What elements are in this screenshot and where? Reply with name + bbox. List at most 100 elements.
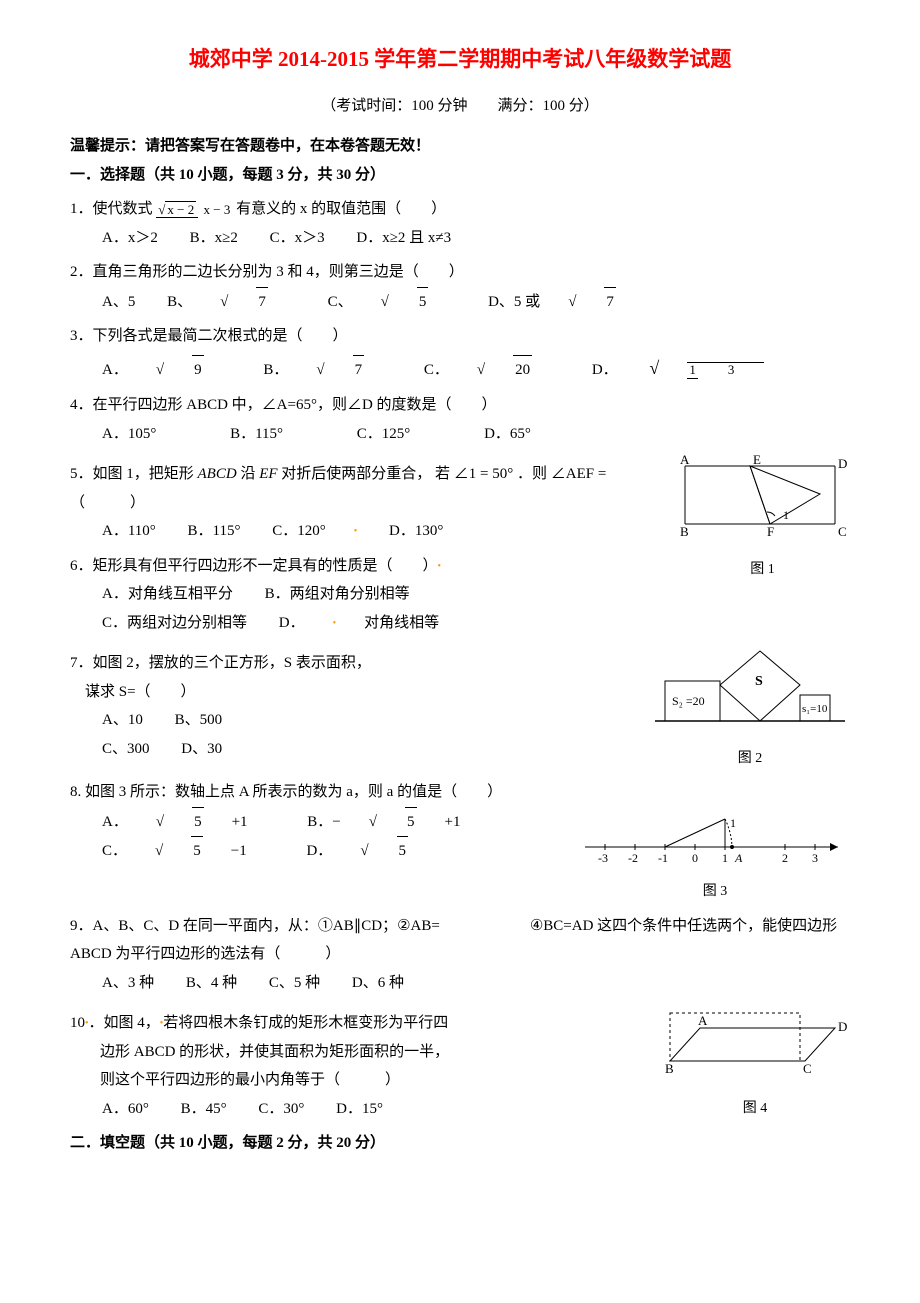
- svg-text:-2: -2: [628, 851, 638, 865]
- q5-mid3: ．则: [517, 466, 547, 482]
- q8-opt-a: A．√5 +1: [102, 807, 276, 837]
- q1-options: A．x＞2 B．x≥2 C．x＞3 D．x≥2 且 x≠3: [102, 224, 850, 253]
- question-8: 8. 如图 3 所示：数轴上点 A 所表示的数为 a，则 a 的值是（ ） A．…: [70, 778, 850, 906]
- question-6: 6．矩形具有但平行四边形不一定具有的性质是（ ）• A．对角线互相平分 B．两组…: [70, 552, 655, 638]
- svg-text:0: 0: [692, 851, 698, 865]
- q10-options: A．60° B．45° C．30° D．15°: [102, 1095, 640, 1124]
- fig2-caption: 图 2: [650, 746, 850, 773]
- q5-opt-c: C．120°: [272, 517, 326, 546]
- question-10: 10•．如图 4，•若将四根木条钉成的矩形木框变形为平行四 边形 ABCD 的形…: [70, 1009, 640, 1123]
- svg-text:-1: -1: [658, 851, 668, 865]
- question-2: 2．直角三角形的二边长分别为 3 和 4，则第三边是（ ） A、5 B、√7 C…: [70, 258, 850, 316]
- svg-text:1: 1: [722, 851, 728, 865]
- section1-header: 一．选择题（共 10 小题，每题 3 分，共 30 分）: [70, 161, 850, 190]
- q5-pre: 5．如图 1，把矩形: [70, 466, 194, 482]
- section2-header: 二．填空题（共 10 小题，每题 2 分，共 20 分）: [70, 1129, 850, 1158]
- q3-opt-d: D． √13: [592, 351, 792, 385]
- svg-text:B: B: [680, 524, 689, 539]
- q3-opt-c: C．√20: [424, 355, 560, 385]
- q9-opt-d: D、6 种: [352, 969, 404, 998]
- figure-4: A D B C 图 4: [660, 1003, 850, 1122]
- q3-opt-a: A．√9: [102, 355, 232, 385]
- figure-1: A E D B F C 1 图 1: [675, 454, 850, 583]
- q1-opt-d: D．x≥2 且 x≠3: [356, 224, 451, 253]
- q9-stem: 9．A、B、C、D 在同一平面内，从：①AB∥CD；②AB= ④BC=AD 这四…: [70, 912, 850, 969]
- svg-text:S₂ =20: S₂ =20: [672, 694, 705, 708]
- q5-end: （ ）: [70, 495, 145, 511]
- q5-options: A．110° B．115° C．120°• D．130°: [102, 517, 655, 546]
- svg-text:3: 3: [812, 851, 818, 865]
- q5-opt-a: A．110°: [102, 517, 156, 546]
- q10-opt-b: B．45°: [181, 1095, 227, 1124]
- q2-opt-b: B、√7: [167, 287, 296, 317]
- q2-stem: 2．直角三角形的二边长分别为 3 和 4，则第三边是（ ）: [70, 258, 850, 287]
- q9-opt-a: A、3 种: [102, 969, 154, 998]
- svg-text:1: 1: [783, 508, 789, 522]
- fig4-svg: A D B C: [660, 1003, 850, 1083]
- q10-stem2: 边形 ABCD 的形状，并使其面积为矩形面积的一半，: [70, 1038, 640, 1067]
- fig1-svg: A E D B F C 1: [675, 454, 850, 544]
- q1-den: x − 3: [202, 202, 233, 217]
- q5-aef: ∠AEF =: [551, 466, 607, 482]
- q3-stem: 3．下列各式是最简二次根式的是（ ）: [70, 322, 850, 351]
- q4-opt-a: A．105°: [102, 420, 156, 449]
- svg-text:C: C: [803, 1061, 812, 1076]
- q2-options: A、5 B、√7 C、√5 D、5 或√7: [102, 287, 850, 317]
- svg-text:F: F: [767, 524, 774, 539]
- fig1-caption: 图 1: [675, 557, 850, 584]
- exam-info: （考试时间：100 分钟 满分：100 分）: [70, 92, 850, 121]
- q5-mid: 沿: [240, 466, 255, 482]
- svg-text:E: E: [753, 454, 761, 467]
- page-title: 城郊中学 2014-2015 学年第二学期期中考试八年级数学试题: [70, 40, 850, 80]
- q1-fraction: √x − 2 x − 3: [156, 203, 232, 217]
- q4-options: A．105° B．115° C．125° D．65°: [102, 420, 850, 449]
- q5-ef: EF: [259, 466, 277, 482]
- svg-text:D: D: [838, 456, 847, 471]
- question-4: 4．在平行四边形 ABCD 中，∠A=65°，则∠D 的度数是（ ） A．105…: [70, 391, 850, 448]
- q1-opt-c: C．x＞3: [270, 224, 325, 253]
- svg-text:C: C: [838, 524, 847, 539]
- svg-text:D: D: [838, 1019, 847, 1034]
- q8-opt-d: D．√5: [306, 836, 436, 866]
- q4-opt-d: D．65°: [484, 420, 531, 449]
- q6-options: A．对角线互相平分 B．两组对角分别相等 C．两组对边分别相等 D．•对角线相等: [102, 580, 655, 637]
- q6-opt-d: D．•对角线相等: [279, 609, 467, 638]
- q8-options: A．√5 +1 B．−√5 +1 C．√5 −1 D．√5: [102, 807, 560, 866]
- q1-opt-b: B．x≥2: [190, 224, 238, 253]
- q9-opt-c: C、5 种: [269, 969, 320, 998]
- q7-opt-b: B、500: [175, 706, 223, 735]
- q4-opt-b: B．115°: [230, 420, 283, 449]
- q6-opt-b: B．两组对角分别相等: [265, 580, 410, 609]
- q10-stem3: 则这个平行四边形的最小内角等于（ ）: [70, 1066, 640, 1095]
- q7-opt-c: C、300: [102, 735, 150, 764]
- q1-stem-pre: 1．使代数式: [70, 201, 153, 217]
- fig2-svg: S₂ =20 s₁=10 S: [650, 643, 850, 733]
- question-9: 9．A、B、C、D 在同一平面内，从：①AB∥CD；②AB= ④BC=AD 这四…: [70, 912, 850, 998]
- q8-opt-c: C．√5 −1: [102, 836, 275, 866]
- q7-stem: 7．如图 2，摆放的三个正方形，S 表示面积，: [70, 649, 630, 678]
- q6-stem: 6．矩形具有但平行四边形不一定具有的性质是（ ）•: [70, 552, 655, 581]
- svg-text:2: 2: [782, 851, 788, 865]
- q5-abcd: ABCD: [198, 466, 237, 482]
- q3-options: A．√9 B．√7 C．√20 D． √13: [102, 351, 850, 385]
- q10-stem1: 10•．如图 4，•若将四根木条钉成的矩形木框变形为平行四: [70, 1009, 640, 1038]
- q2-opt-c: C、√5: [328, 287, 457, 317]
- q9-options: A、3 种 B、4 种 C、5 种 D、6 种: [102, 969, 850, 998]
- q7-stem2: 谋求 S=（ ）: [70, 678, 630, 707]
- q8-stem: 8. 如图 3 所示：数轴上点 A 所表示的数为 a，则 a 的值是（ ）: [70, 778, 850, 807]
- q3-opt-b: B．√7: [263, 355, 392, 385]
- q5-opt-b: B．115°: [188, 517, 241, 546]
- q10-opt-d: D．15°: [336, 1095, 383, 1124]
- svg-text:S: S: [755, 674, 763, 689]
- svg-text:s₁=10: s₁=10: [802, 703, 828, 715]
- question-7: 7．如图 2，摆放的三个正方形，S 表示面积， 谋求 S=（ ） A、10 B、…: [70, 649, 630, 763]
- q4-stem: 4．在平行四边形 ABCD 中，∠A=65°，则∠D 的度数是（ ）: [70, 391, 850, 420]
- q7-options: A、10 B、500 C、300 D、30: [102, 706, 630, 763]
- q1-opt-a: A．x＞2: [102, 224, 158, 253]
- q10-opt-a: A．60°: [102, 1095, 149, 1124]
- svg-text:-3: -3: [598, 851, 608, 865]
- svg-text:B: B: [665, 1061, 674, 1076]
- tip-line: 温馨提示：请把答案写在答题卷中，在本卷答题无效！: [70, 132, 850, 161]
- q6-opt-a: A．对角线互相平分: [102, 580, 233, 609]
- q9-opt-b: B、4 种: [186, 969, 237, 998]
